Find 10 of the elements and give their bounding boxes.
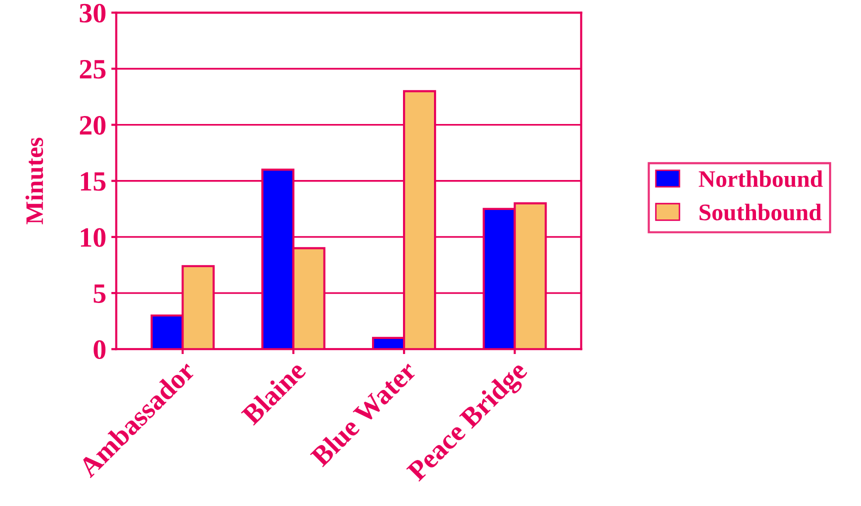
y-tick-label: 10 [80,228,106,247]
y-axis-title: Minutes [26,138,44,224]
legend-label: Southbound [700,204,822,220]
y-tick-label: 30 [80,4,106,23]
y-tick-label: 25 [80,60,106,79]
y-tick-label: 0 [94,340,106,360]
y-tick-label: 20 [80,116,106,135]
y-tick-label: 5 [94,284,106,303]
y-tick-label: 15 [80,172,106,191]
legend-label: Northbound [698,170,823,188]
